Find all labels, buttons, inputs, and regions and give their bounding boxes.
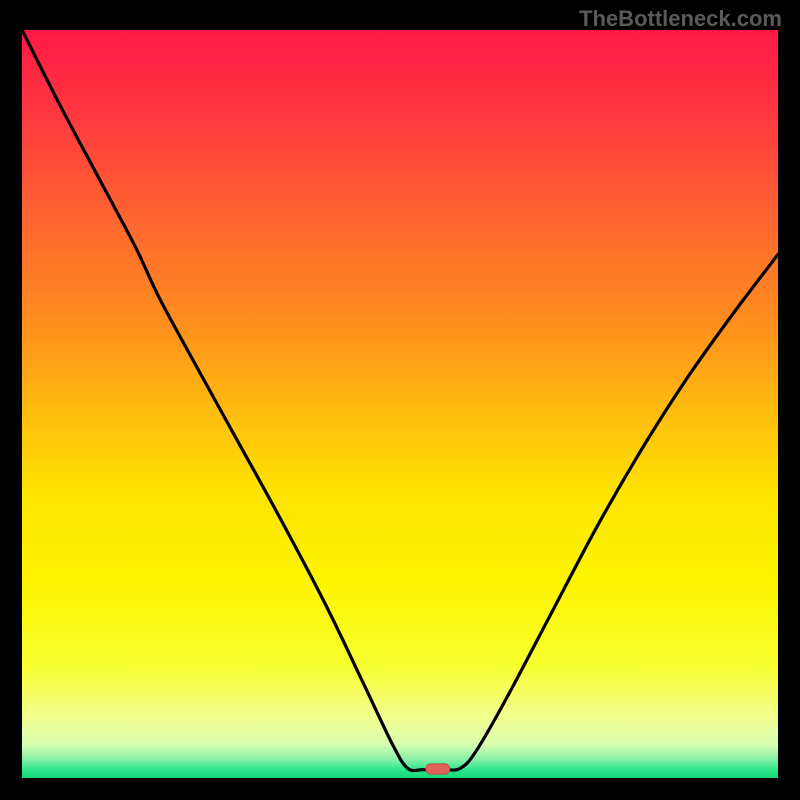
optimal-point-marker [426, 764, 450, 774]
chart-container: TheBottleneck.com [0, 0, 800, 800]
gradient-background [22, 30, 778, 778]
plot-area [22, 30, 778, 778]
watermark-text: TheBottleneck.com [579, 6, 782, 32]
plot-svg [22, 30, 778, 778]
